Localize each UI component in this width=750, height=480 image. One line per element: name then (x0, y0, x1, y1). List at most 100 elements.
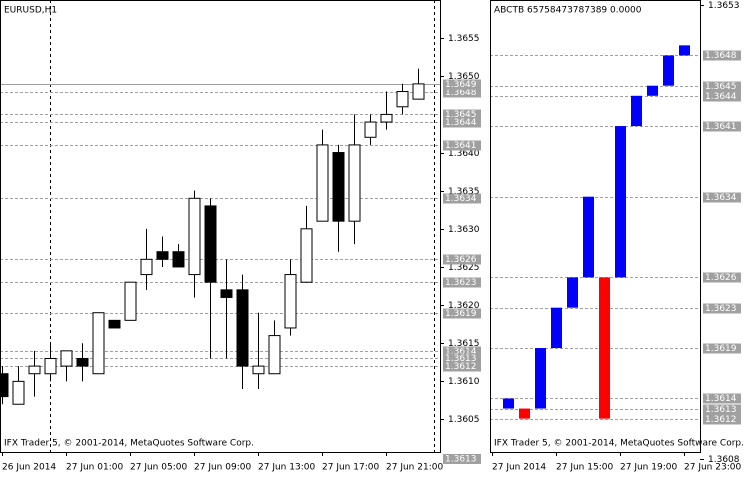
candle-body (380, 113, 393, 123)
plot-frame (490, 0, 701, 453)
level-label-box (443, 308, 481, 319)
level-label-box (443, 361, 481, 372)
level-label: 1.3623 (705, 304, 737, 314)
y-tick-label: 1.3620 (448, 301, 480, 311)
level-label: 1.3623 (445, 278, 477, 288)
candle-body (12, 380, 25, 405)
candle-body (76, 357, 89, 367)
x-tick-label: 27 Jun 19:00 (620, 463, 677, 473)
bar (503, 398, 514, 409)
candle-body (44, 357, 57, 375)
level-label: 1.3648 (705, 51, 737, 61)
candle-body (1, 373, 9, 398)
candle-body (364, 121, 377, 138)
level-label-box (443, 346, 481, 357)
y-tick-label: 1.3608 (708, 455, 740, 465)
level-label: 1.3619 (445, 309, 477, 319)
y-tick-label: 1.3625 (448, 263, 480, 273)
level-label: 1.3634 (445, 194, 477, 204)
level-label-box (703, 272, 741, 283)
bar (599, 277, 610, 419)
bar (679, 45, 690, 56)
bottom-label: 1.3613 (445, 455, 477, 465)
level-label: 1.3612 (705, 415, 737, 425)
candle-body (300, 228, 313, 283)
level-label-box (443, 353, 481, 364)
x-tick-label: 27 Jun 15:00 (556, 463, 613, 473)
y-tick-label: 1.3615 (448, 339, 480, 349)
candle-body (188, 197, 201, 276)
chart-title: EURUSD,H1 (4, 6, 57, 16)
level-label-box (703, 121, 741, 132)
candle-body (204, 205, 217, 283)
level-label: 1.3614 (445, 347, 477, 357)
candle-body (140, 258, 153, 276)
level-label: 1.3641 (705, 122, 737, 132)
level-label: 1.3634 (705, 193, 737, 203)
level-label-box (443, 117, 481, 128)
level-label-box (443, 193, 481, 204)
x-tick-label: 27 Jun 23:00 (684, 463, 741, 473)
bar (567, 277, 578, 308)
candle-body (284, 274, 297, 329)
candle-body (316, 144, 329, 222)
candle-body (412, 83, 425, 100)
level-label-box (443, 254, 481, 265)
candle-body (156, 251, 169, 260)
bar (615, 126, 626, 278)
level-label: 1.3648 (445, 88, 477, 98)
bar (631, 95, 642, 127)
level-label-box (443, 109, 481, 120)
footer: IFX Trader 5, © 2001-2014, MetaQuotes So… (494, 439, 744, 449)
level-label-box (443, 87, 481, 98)
x-tick-label: 27 Jun 13:00 (258, 463, 315, 473)
plot-area (1, 1, 440, 452)
y-tick-label: 1.3640 (448, 149, 480, 159)
level-label-box (703, 404, 741, 415)
level-label-box (703, 414, 741, 425)
level-label: 1.3645 (445, 110, 477, 120)
y-tick-label: 1.3650 (448, 72, 480, 82)
candle-body (92, 312, 105, 375)
level-label-box (443, 140, 481, 151)
bid-label-box (443, 79, 481, 90)
x-tick-label: 27 Jun 05:00 (130, 463, 187, 473)
level-label-box (703, 91, 741, 102)
level-label: 1.3644 (705, 92, 737, 102)
candle-body (60, 350, 73, 367)
level-label-box (443, 277, 481, 288)
level-label-box (703, 50, 741, 61)
x-tick-label: 27 Jun 01:00 (66, 463, 123, 473)
level-label: 1.3614 (705, 394, 737, 404)
level-label: 1.3641 (445, 141, 477, 151)
bar (583, 196, 594, 278)
candle-body (124, 281, 137, 321)
x-tick-label: 27 Jun 09:00 (194, 463, 251, 473)
level-label: 1.3613 (705, 405, 737, 415)
candle-body (220, 289, 233, 298)
y-tick-label: 1.3635 (448, 187, 480, 197)
bar (551, 307, 562, 349)
y-tick-label: 1.3610 (448, 377, 480, 387)
bottom-label-box (443, 454, 481, 464)
candle-body (172, 251, 185, 268)
y-tick-label: 1.3653 (708, 1, 740, 11)
candle-body (252, 365, 265, 375)
bar (647, 85, 658, 96)
candle-body (268, 335, 281, 375)
candle-body (396, 91, 409, 108)
level-label: 1.3645 (705, 82, 737, 92)
chart-title: ABCTB 65758473787389 0.0000 (494, 6, 642, 16)
candle-body (108, 319, 121, 329)
y-tick-label: 1.3655 (448, 34, 480, 44)
candle-body (236, 289, 249, 367)
footer: IFX Trader 5, © 2001-2014, MetaQuotes So… (4, 439, 254, 449)
left-chart: 1.36551.36501.36401.36351.36301.36251.36… (0, 0, 481, 473)
candle-body (332, 152, 345, 222)
x-tick-label: 26 Jun 2014 (2, 463, 56, 473)
x-tick-label: 27 Jun 2014 (492, 463, 546, 473)
